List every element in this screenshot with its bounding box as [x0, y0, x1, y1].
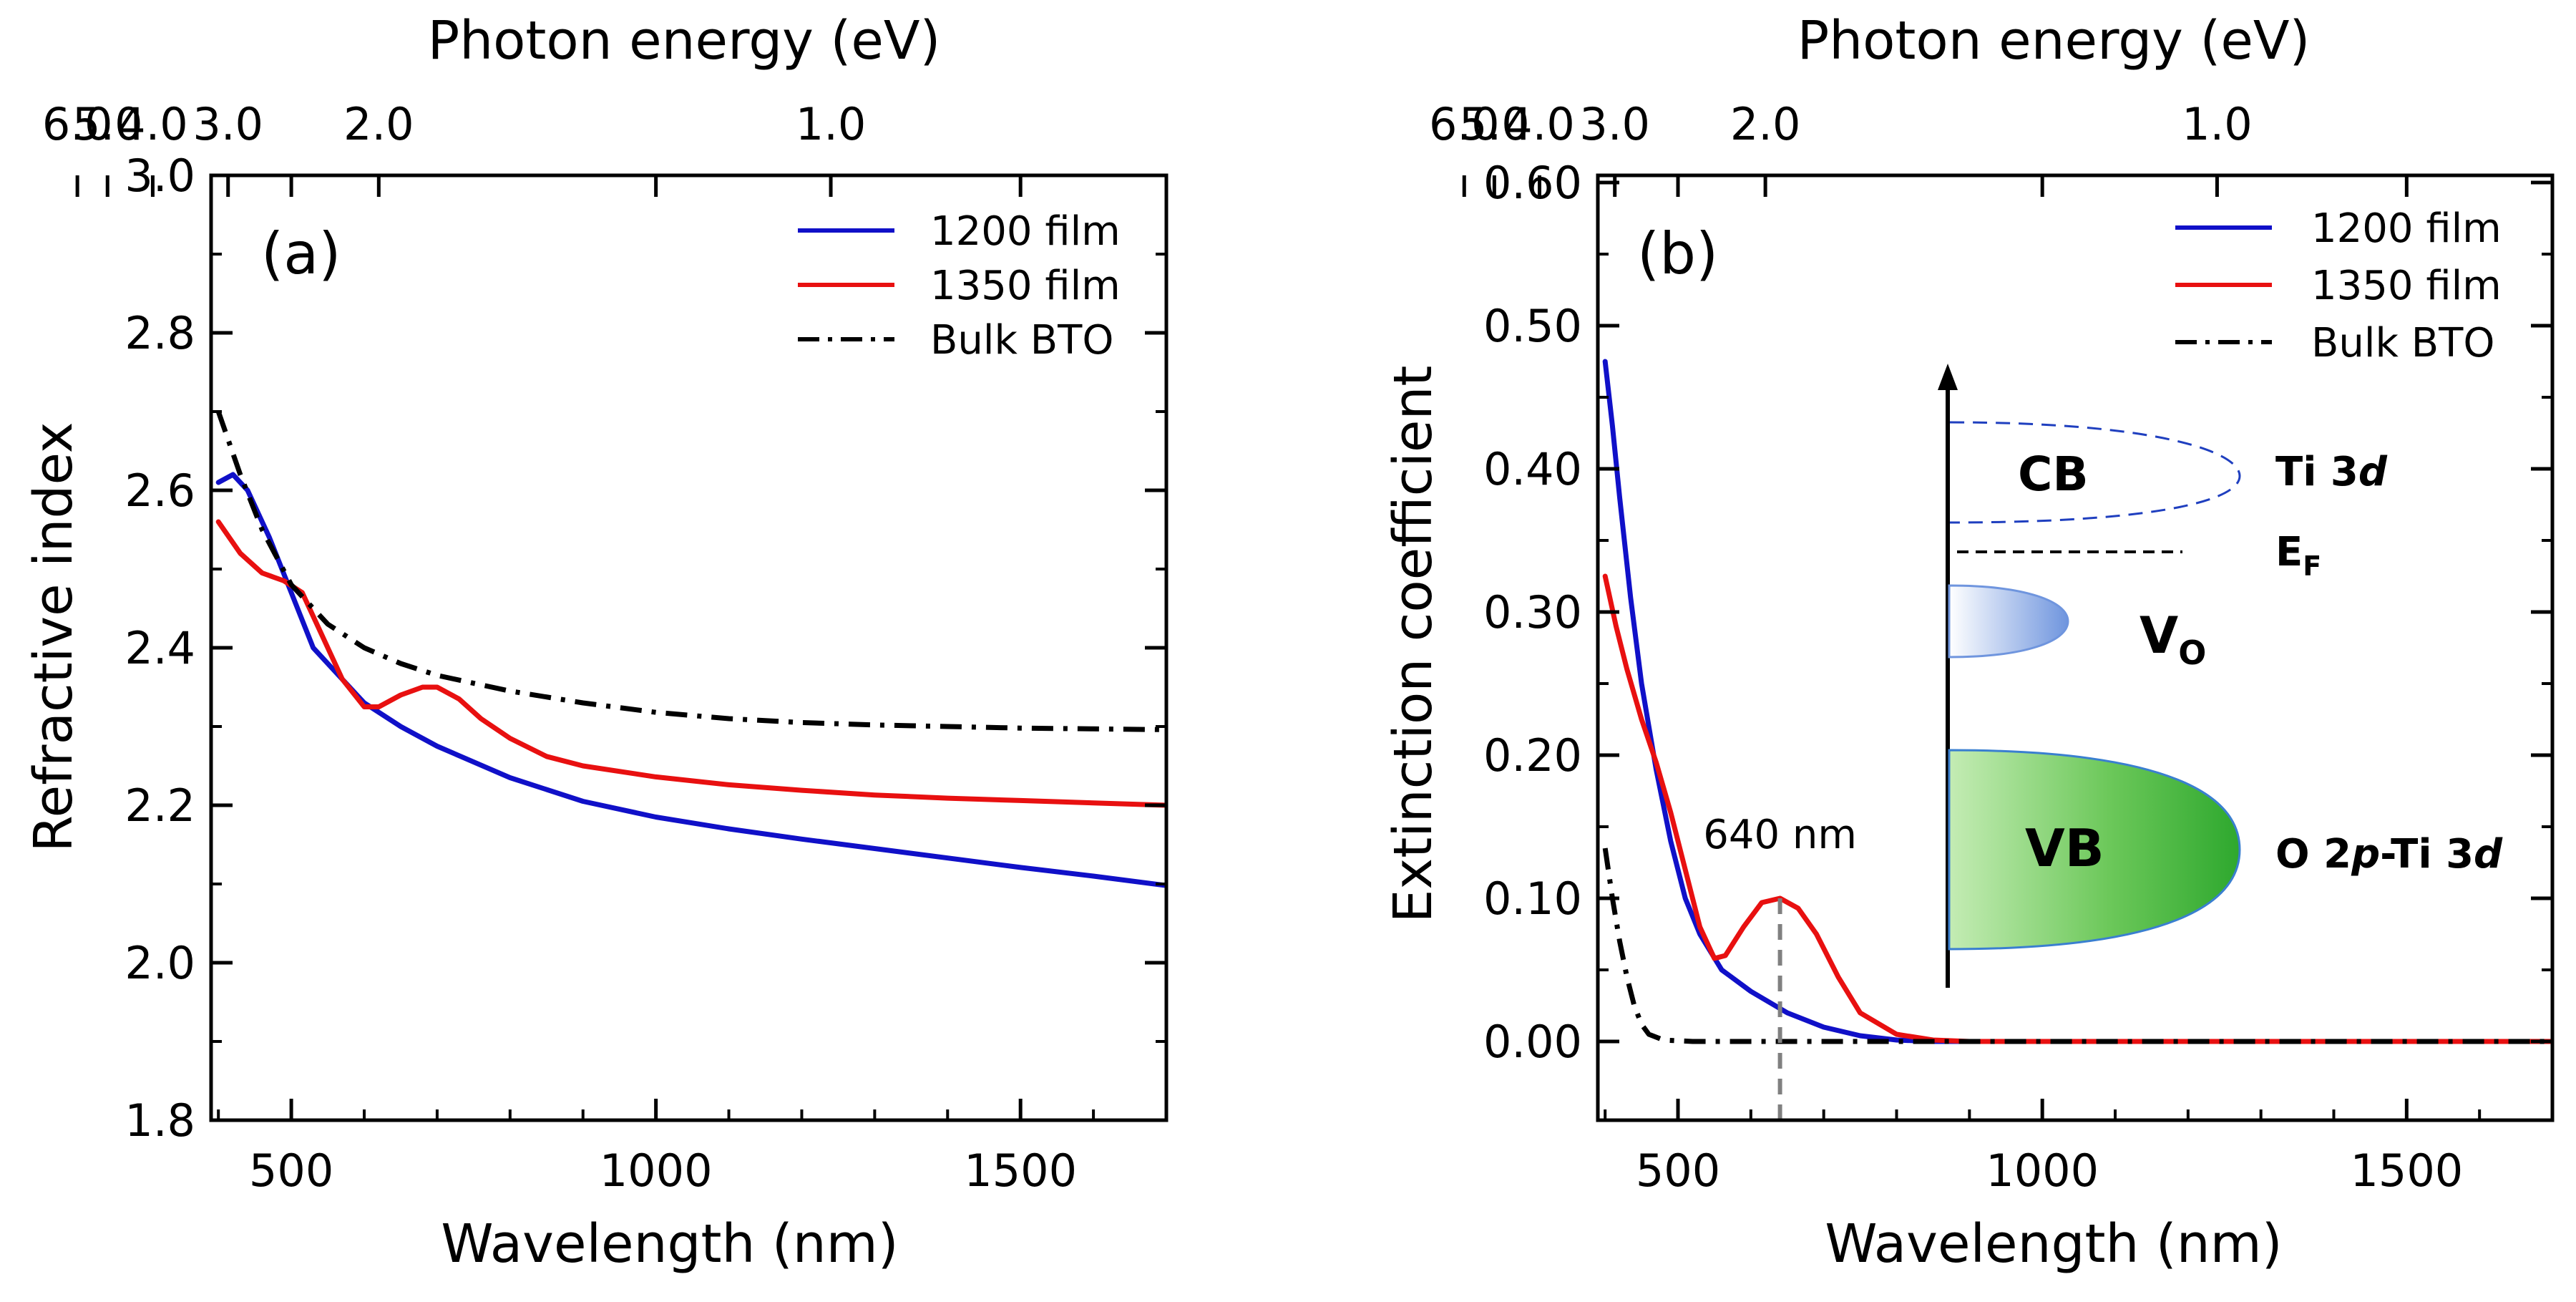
panel-b-xtick-label-1500: 1500: [2350, 1145, 2463, 1197]
panel-a-ylabel: Refractive index: [23, 422, 84, 852]
panel-b-series: [1602, 359, 2552, 1044]
legend-b-label-1350: 1350 film: [2311, 263, 2502, 309]
panel-a-ticks: 500 1000 1500 1.0 2.0 3.04.05.06.0 1.8 2.0 2.2 2.…: [42, 98, 1168, 1197]
panel-b-ytick-label-0.40: 0.40: [1483, 443, 1582, 495]
legend-a-label-bulk: Bulk BTO: [930, 317, 1113, 364]
vb-band-shape: [1948, 749, 2241, 951]
peak-640-label: 640 nm: [1703, 812, 1857, 858]
o2p-label-b: p: [2351, 831, 2380, 878]
panel-a-series: [215, 410, 1166, 888]
panel-a-series-bulk-bto: [215, 410, 1166, 732]
panel-b-top-tick-label-2.0: 2.0: [1730, 98, 1801, 150]
ti3d-label: Ti 3d: [2275, 449, 2388, 495]
panel-a-series-1350-film: [215, 519, 1166, 808]
panel-a-ytick-label-2.0: 2.0: [125, 937, 195, 989]
panel-b-ytick-label-0.30: 0.30: [1483, 586, 1582, 638]
panel-b-series-bulk-bto: [1602, 847, 2552, 1044]
panel-a-xtick-label-500: 500: [249, 1145, 333, 1197]
panel-b-top-tick-label-5.0: 5.0: [1459, 98, 1530, 150]
energy-axis-arrowhead-icon: [1938, 364, 1958, 390]
panel-b-label: (b): [1637, 220, 1718, 287]
panel-b-top-tick-label-6.0: 6.0: [1429, 98, 1500, 150]
panel-a-xlabel: Wavelength (nm): [441, 1213, 898, 1275]
panel-a-top-tick-label-4.0: 4.0: [117, 98, 188, 150]
panel-a-ytick-label-3.0: 3.0: [125, 150, 195, 202]
panel-a-ytick-label-2.4: 2.4: [125, 622, 195, 674]
panel-b-ytick-label-0.60: 0.60: [1483, 157, 1582, 209]
panel-a-top-tick-label-2.0: 2.0: [343, 98, 414, 150]
panel-a-series-1200-film: [215, 472, 1166, 888]
panel-a-top-tick-label-6.0: 6.0: [42, 98, 113, 150]
o2p-label-c: -Ti 3: [2380, 831, 2474, 878]
panel-a-xtick-label-1000: 1000: [600, 1145, 713, 1197]
panel-b-xlabel: Wavelength (nm): [1825, 1213, 2282, 1275]
ef-label: EF: [2275, 529, 2321, 582]
o2p-label-a: O 2: [2275, 831, 2351, 878]
panel-a-ytick-label-2.6: 2.6: [125, 465, 195, 517]
panel-a-top-tick-label-3.0: 3.0: [192, 98, 263, 150]
panel-a-ytick-label-2.8: 2.8: [125, 307, 195, 359]
o2p-label-d: d: [2474, 831, 2503, 878]
panel-a-top-xlabel: Photon energy (eV): [428, 10, 941, 72]
panel-a-label: (a): [261, 220, 341, 287]
panel-b-xtick-label-1000: 1000: [1986, 1145, 2099, 1197]
ef-label-main: E: [2275, 529, 2303, 575]
panel-a-xtick-label-1500: 1500: [964, 1145, 1077, 1197]
panel-b-top-tick-label-1.0: 1.0: [2182, 98, 2253, 150]
panel-a-top-tick-label-5.0: 5.0: [72, 98, 143, 150]
cb-band-shape: [1949, 421, 2241, 524]
panel-b-top-tick-label-4.0: 4.0: [1504, 98, 1575, 150]
panel-b-ytick-label-0.20: 0.20: [1483, 729, 1582, 782]
panel-a-ytick-label-1.8: 1.8: [125, 1094, 195, 1147]
band-diagram: CB Ti 3d EF VO VB O 2p-Ti 3d: [1938, 364, 2503, 988]
panel-a-ytick-label-2.2: 2.2: [125, 779, 195, 832]
panel-b-series-1350-film: [1602, 573, 2552, 1044]
panel-b-ticks: 500 1000 1500 1.0 2.0 3.04.05.06.0 0.00 0.10 0.2…: [1429, 98, 2554, 1197]
panel-b-legend: 1200 film 1350 film Bulk BTO: [2175, 205, 2502, 366]
legend-a-label-1200: 1200 film: [930, 208, 1121, 255]
cb-label: CB: [2018, 447, 2089, 502]
o2p-label: O 2p-Ti 3d: [2275, 831, 2503, 878]
ef-label-sub: F: [2303, 550, 2321, 582]
legend-b-label-bulk: Bulk BTO: [2311, 320, 2494, 366]
legend-b-label-1200: 1200 film: [2311, 205, 2502, 252]
vb-label: VB: [2025, 818, 2104, 878]
vo-label-sub: O: [2178, 633, 2206, 672]
ti3d-label-text: Ti 3: [2275, 449, 2358, 495]
panel-a-top-tick-label-1.0: 1.0: [796, 98, 867, 150]
vo-label: VO: [2140, 606, 2206, 672]
panel-b-ytick-label-0.00: 0.00: [1483, 1016, 1582, 1068]
vo-label-main: V: [2140, 606, 2178, 665]
panel-b-ytick-label-0.50: 0.50: [1483, 300, 1582, 352]
legend-a-label-1350: 1350 film: [930, 263, 1121, 309]
panel-b: 640 nm 500 1000 1500 1.0 2.0 3.04.05.06.0 0.00…: [1382, 10, 2555, 1275]
panel-b-plot-frame: [1596, 173, 2555, 1122]
vo-band-shape: [1948, 584, 2069, 659]
ti3d-label-italic: d: [2358, 449, 2388, 495]
panel-b-xtick-label-500: 500: [1636, 1145, 1720, 1197]
panel-b-top-xlabel: Photon energy (eV): [1797, 10, 2311, 72]
panel-b-ytick-label-0.10: 0.10: [1483, 873, 1582, 925]
panel-a-legend: 1200 film 1350 film Bulk BTO: [798, 208, 1121, 364]
panel-b-top-tick-label-3.0: 3.0: [1579, 98, 1650, 150]
panel-b-ylabel: Extinction coefficient: [1382, 366, 1444, 923]
panel-a: 500 1000 1500 1.0 2.0 3.04.05.06.0 1.8 2.0 2.2 2.…: [23, 10, 1169, 1275]
